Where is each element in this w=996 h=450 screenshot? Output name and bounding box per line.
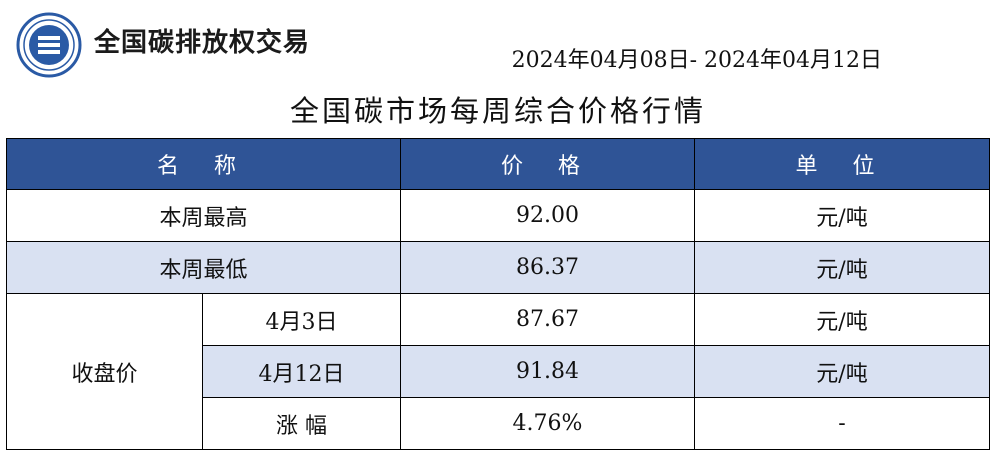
price-table: 名 称 价 格 单 位 本周最高 92.00 元/吨 本周最低 86.37 元/… (6, 138, 990, 450)
page-title: 全国碳市场每周综合价格行情 (289, 94, 706, 128)
table-row: 收盘价 4月3日 87.67 元/吨 (6, 293, 990, 450)
row-subname: 4月3日 (202, 293, 401, 346)
row-unit: 元/吨 (694, 345, 990, 398)
close-price-label: 收盘价 (6, 293, 203, 450)
row-subname: 4月12日 (202, 345, 401, 398)
row-name: 本周最低 (6, 241, 401, 294)
column-header-name: 名 称 (6, 138, 401, 190)
row-price: 4.76% (400, 397, 695, 450)
row-name: 本周最高 (6, 189, 401, 242)
table-row: 涨 幅 4.76% - (7, 397, 990, 450)
row-price: 91.84 (400, 345, 695, 398)
brand-name: 全国碳排放权交易 (94, 28, 311, 58)
row-price: 92.00 (400, 189, 695, 242)
table-row: 本周最高 92.00 元/吨 (6, 189, 990, 242)
date-range: 2024年04月08日- 2024年04月12日 (511, 48, 882, 73)
column-header-price: 价 格 (400, 138, 695, 190)
row-unit: 元/吨 (694, 293, 990, 346)
table-row: 本周最低 86.37 元/吨 (6, 241, 990, 294)
row-unit: 元/吨 (694, 189, 990, 242)
table-row: 4月12日 91.84 元/吨 (7, 345, 990, 398)
row-subname: 涨 幅 (202, 397, 401, 450)
table-header-row: 名 称 价 格 单 位 (6, 138, 990, 190)
column-header-unit: 单 位 (694, 138, 990, 190)
row-unit: - (694, 397, 990, 450)
row-price: 87.67 (400, 293, 695, 346)
logo-icon (16, 12, 82, 78)
row-unit: 元/吨 (694, 241, 990, 294)
row-price: 86.37 (400, 241, 695, 294)
